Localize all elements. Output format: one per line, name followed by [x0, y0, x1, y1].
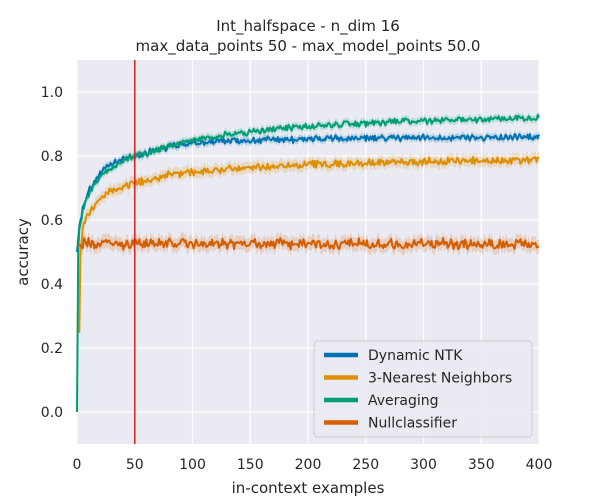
y-axis-label: accuracy [14, 218, 32, 286]
series-lines [76, 113, 540, 413]
legend-label: 3-Nearest Neighbors [368, 371, 512, 387]
y-tick-label: 0.2 [41, 341, 63, 357]
y-tick-label: 0.0 [41, 405, 63, 421]
x-axis-label: in-context examples [232, 479, 385, 497]
legend-box [313, 340, 533, 438]
series-line [77, 237, 540, 251]
legend-label: Dynamic NTK [368, 348, 463, 364]
y-tick-label: 1.0 [41, 85, 63, 101]
confidence-band [81, 151, 539, 247]
legend-label: Nullclassifier [368, 416, 457, 432]
series-line [76, 113, 540, 413]
confidence-band [81, 130, 539, 221]
y-tick-label: 0.6 [41, 213, 63, 229]
x-tick-label: 150 [237, 457, 264, 473]
series-line [77, 155, 540, 333]
y-tick-label: 0.4 [41, 277, 63, 293]
x-tick-label: 50 [126, 457, 144, 473]
x-tick-label: 0 [73, 457, 82, 473]
x-tick-label: 300 [410, 457, 437, 473]
x-tick-labels: 0 50 100 150 200 250 300 350 400 [73, 457, 553, 473]
legend: Dynamic NTK 3-Nearest Neighbors Averaging N… [313, 340, 533, 438]
chart-title-line2: max_data_points 50 - max_model_points 50… [136, 37, 481, 56]
x-tick-label: 350 [468, 457, 495, 473]
chart-title-line1: Int_halfspace - n_dim 16 [216, 17, 400, 36]
y-tick-label: 0.8 [41, 149, 63, 165]
x-tick-label: 250 [352, 457, 379, 473]
x-tick-label: 400 [526, 457, 553, 473]
x-tick-label: 200 [295, 457, 322, 473]
x-tick-label: 100 [179, 457, 206, 473]
y-tick-labels: 0.0 0.2 0.4 0.6 0.8 1.0 [41, 85, 63, 421]
legend-label: Averaging [368, 393, 439, 409]
